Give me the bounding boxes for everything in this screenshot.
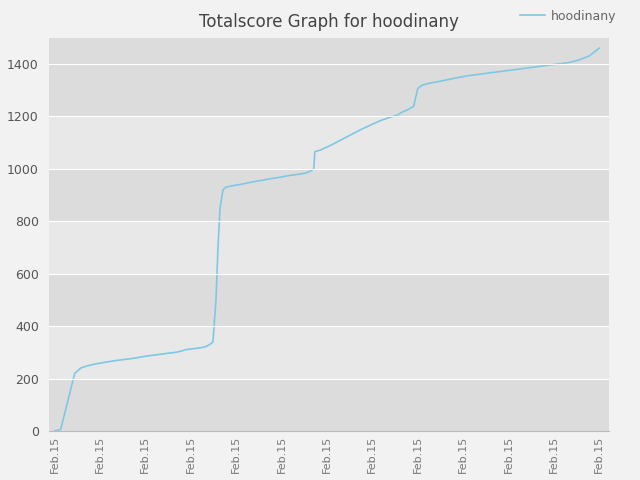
- Bar: [49, 169, 609, 221]
- Bar: [49, 326, 609, 379]
- Bar: [49, 221, 609, 274]
- hoodinany: [202, 344, 210, 349]
- Legend: hoodinany: hoodinany: [515, 5, 621, 27]
- hoodinany: [51, 428, 58, 434]
- hoodinany: [484, 70, 492, 76]
- Bar: [49, 379, 609, 431]
- hoodinany: [495, 69, 502, 74]
- Bar: [49, 37, 609, 64]
- hoodinany: [317, 147, 324, 153]
- Bar: [49, 64, 609, 116]
- hoodinany: [595, 45, 603, 51]
- Bar: [49, 274, 609, 326]
- Line: hoodinany: hoodinany: [54, 48, 599, 431]
- Bar: [49, 116, 609, 169]
- hoodinany: [192, 346, 200, 351]
- Title: Totalscore Graph for hoodinany: Totalscore Graph for hoodinany: [199, 12, 459, 31]
- Bar: [49, 37, 609, 64]
- hoodinany: [212, 297, 220, 303]
